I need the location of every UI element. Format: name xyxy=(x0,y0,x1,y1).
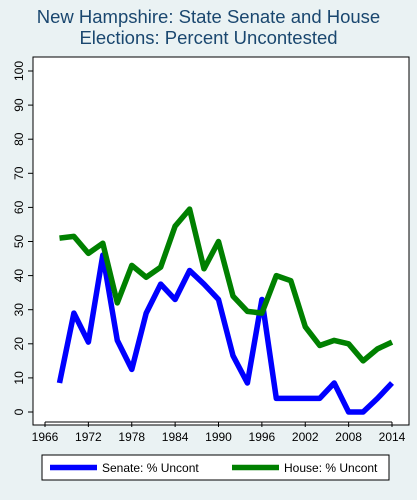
x-tick-label: 1978 xyxy=(118,430,145,444)
x-tick-label: 2014 xyxy=(379,430,406,444)
legend-box xyxy=(41,454,390,481)
y-tick-label: 60 xyxy=(12,200,26,214)
y-axis: 0 10 20 30 40 50 60 70 80 90 100 xyxy=(12,61,34,415)
x-tick-label: 2002 xyxy=(292,430,319,444)
y-tick-label: 0 xyxy=(12,408,26,415)
x-tick-label: 1990 xyxy=(205,430,232,444)
legend: Senate: % Uncont House: % Uncont xyxy=(41,454,390,481)
y-tick-label: 10 xyxy=(12,371,26,385)
x-tick-label: 1996 xyxy=(249,430,276,444)
legend-label-senate: Senate: % Uncont xyxy=(102,461,199,475)
x-axis: 1966 1972 1978 1984 1990 1996 2002 2008 2014 xyxy=(32,421,406,444)
y-tick-label: 80 xyxy=(12,132,26,146)
chart-title-line-2: Elections: Percent Uncontested xyxy=(79,27,338,48)
y-tick-label: 20 xyxy=(12,337,26,351)
y-tick-label: 90 xyxy=(12,98,26,112)
x-tick-label: 1972 xyxy=(75,430,102,444)
x-tick-label: 1984 xyxy=(162,430,189,444)
y-tick-label: 30 xyxy=(12,303,26,317)
chart-title: New Hampshire: State Senate and House El… xyxy=(0,6,417,48)
series-line-house xyxy=(59,206,394,364)
legend-label-house: House: % Uncont xyxy=(284,461,378,475)
y-tick-label: 70 xyxy=(12,166,26,180)
y-tick-label: 100 xyxy=(12,61,26,81)
y-tick-label: 40 xyxy=(12,269,26,283)
x-tick-label: 2008 xyxy=(335,430,362,444)
y-tick-label: 50 xyxy=(12,235,26,249)
series-line-senate xyxy=(56,252,395,415)
chart-title-line-1: New Hampshire: State Senate and House xyxy=(36,6,381,27)
x-tick-label: 1966 xyxy=(32,430,59,444)
series-lines xyxy=(56,206,395,415)
